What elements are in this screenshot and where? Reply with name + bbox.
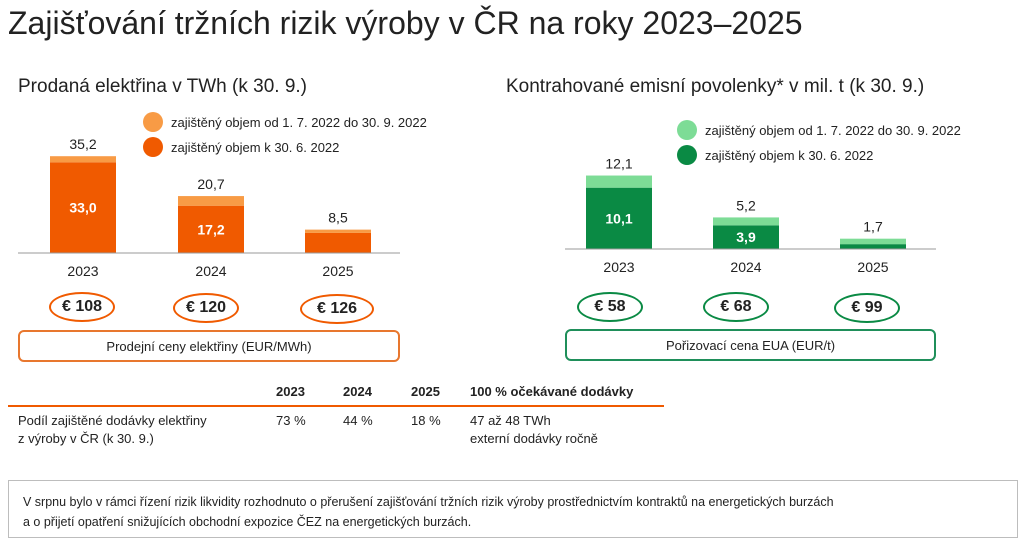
bar-segment-added-2025	[305, 229, 371, 233]
total-label-2023: 12,1	[605, 156, 632, 172]
table-divider	[8, 405, 664, 407]
bar-segment-added-2024	[178, 196, 244, 206]
right-legend-item-h1: zajištěný objem k 30. 6. 2022	[677, 145, 873, 165]
table-header-2025: 2025	[411, 384, 440, 399]
category-label-2023: 2023	[603, 259, 634, 275]
legend-label: zajištěný objem k 30. 6. 2022	[171, 139, 340, 155]
total-label-2025: 8,5	[328, 210, 348, 226]
right-chart-title: Kontrahované emisní povolenky* v mil. t …	[506, 76, 925, 97]
category-label-2024: 2024	[195, 263, 226, 279]
bar-segment-base-2025	[305, 232, 371, 253]
left-bar-chart: 35,2 33,0 2023 20,7 17,2 2024 8,5 2025	[18, 136, 400, 279]
left-legend-item-q3: zajištěný objem od 1. 7. 2022 do 30. 9. …	[143, 112, 427, 132]
left-price-2023: € 108	[49, 292, 115, 322]
note-line-2: a o přijetí opatření snižujících obchodn…	[23, 515, 472, 529]
bar-value-label-2023: 10,1	[605, 210, 632, 226]
right-bar-chart: 12,1 10,1 2023 5,2 3,9 2024 1,7 2025	[565, 156, 936, 275]
right-price-2023: € 58	[577, 292, 643, 322]
table-header-expected: 100 % očekávané dodávky	[470, 384, 634, 399]
legend-swatch	[677, 145, 697, 165]
legend-label: zajištěný objem od 1. 7. 2022 do 30. 9. …	[705, 122, 961, 138]
bar-segment-base-2023	[586, 187, 652, 249]
bar-value-label-2023: 33,0	[69, 200, 96, 216]
bar-segment-added-2025	[840, 238, 906, 245]
bar-segment-base-2025	[840, 244, 906, 249]
legend-swatch	[143, 112, 163, 132]
bar-segment-base-2024	[713, 225, 779, 249]
bar-segment-added-2023	[586, 175, 652, 188]
right-legend-item-q3: zajištěný objem od 1. 7. 2022 do 30. 9. …	[677, 120, 961, 140]
right-price-caption: Pořizovací cena EUA (EUR/t)	[565, 329, 936, 361]
note-line-1: V srpnu bylo v rámci řízení rizik likvid…	[23, 495, 834, 509]
left-price-caption: Prodejní ceny elektřiny (EUR/MWh)	[18, 330, 400, 362]
bar-value-label-2024: 3,9	[736, 229, 756, 245]
right-price-2025: € 99	[834, 293, 900, 323]
right-price-2024: € 68	[703, 292, 769, 322]
table-row-label-line1: Podíl zajištěné dodávky elektřiny	[18, 413, 207, 428]
table-row-label-line2: z výroby v ČR (k 30. 9.)	[18, 431, 154, 446]
total-label-2025: 1,7	[863, 219, 883, 235]
category-label-2024: 2024	[730, 259, 761, 275]
left-chart-title: Prodaná elektřina v TWh (k 30. 9.)	[18, 76, 307, 97]
category-label-2025: 2025	[857, 259, 888, 275]
legend-label: zajištěný objem od 1. 7. 2022 do 30. 9. …	[171, 114, 427, 130]
legend-swatch	[143, 137, 163, 157]
total-label-2024: 20,7	[197, 176, 224, 192]
legend-label: zajištěný objem k 30. 6. 2022	[705, 147, 874, 163]
page-title: Zajišťování tržních rizik výroby v ČR na…	[8, 5, 803, 41]
bar-segment-base-2024	[178, 205, 244, 253]
left-price-2025: € 126	[300, 294, 374, 324]
table-header-2023: 2023	[276, 384, 305, 399]
bar-segment-base-2023	[50, 162, 116, 253]
total-label-2024: 5,2	[736, 197, 756, 213]
total-label-2023: 35,2	[69, 136, 96, 152]
bar-segment-added-2023	[50, 156, 116, 163]
table-expected-line1: 47 až 48 TWh	[470, 413, 551, 428]
table-expected-line2: externí dodávky ročně	[470, 431, 598, 446]
bar-value-label-2024: 17,2	[197, 221, 224, 237]
left-legend-item-h1: zajištěný objem k 30. 6. 2022	[143, 137, 339, 157]
table-value-2023: 73 %	[276, 413, 306, 428]
category-label-2025: 2025	[322, 263, 353, 279]
note-box: V srpnu bylo v rámci řízení rizik likvid…	[8, 480, 1018, 538]
legend-swatch	[677, 120, 697, 140]
table-value-2024: 44 %	[343, 413, 373, 428]
bar-segment-added-2024	[713, 217, 779, 226]
table-header-2024: 2024	[343, 384, 372, 399]
table-value-2025: 18 %	[411, 413, 441, 428]
category-label-2023: 2023	[67, 263, 98, 279]
left-price-2024: € 120	[173, 293, 239, 323]
